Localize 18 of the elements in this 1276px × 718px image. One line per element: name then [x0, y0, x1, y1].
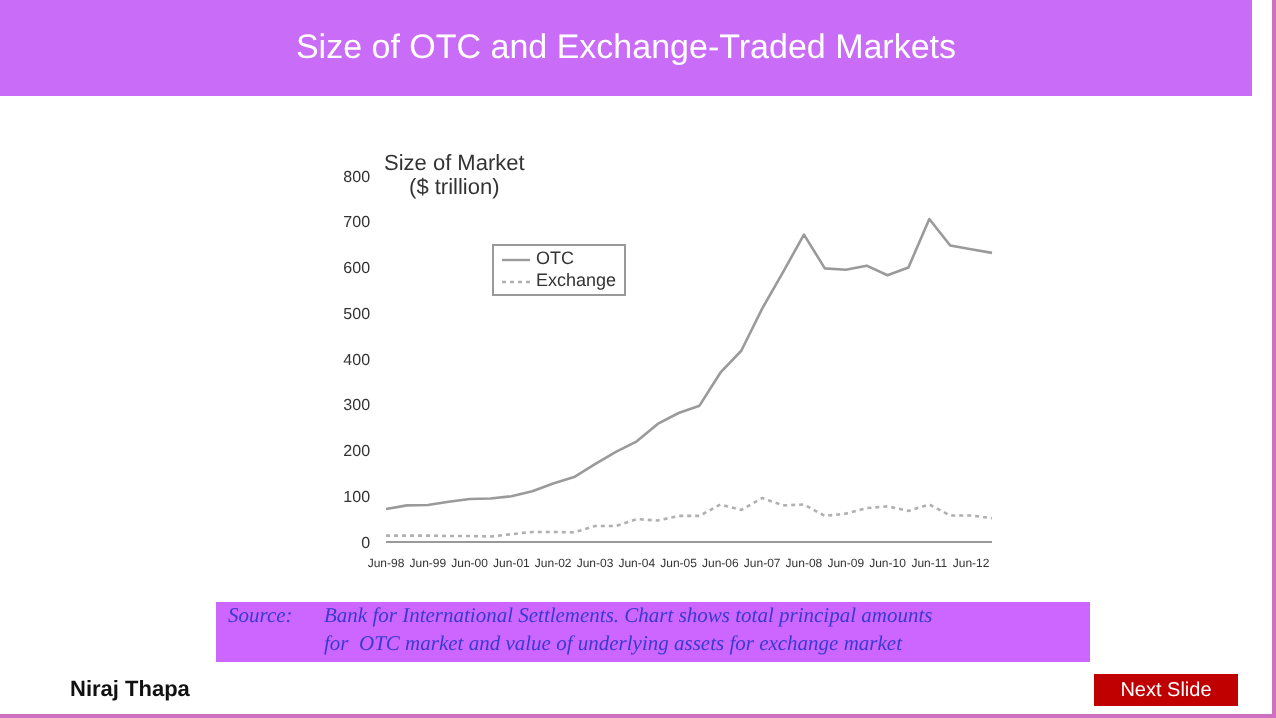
y-tick-label: 300: [343, 396, 372, 415]
legend-label: OTC: [536, 248, 574, 270]
next-button: Next Slide: [1094, 674, 1238, 706]
y-tick-label: 700: [343, 213, 372, 232]
text: Source: Bank for International Settlements. Chart shows total principal amounts for OTC market and value of underlying assets for exchange market: [228, 606, 933, 656]
y-tick-label: 0: [361, 533, 372, 552]
y-tick-label: 100: [343, 487, 372, 506]
legend-label: Exchange: [536, 270, 617, 292]
y-axis-title: Size of Market ($ trillion): [384, 152, 525, 200]
line-series: [384, 496, 994, 538]
line-series: [384, 217, 994, 511]
y-tick-label: 400: [343, 350, 372, 369]
y-tick-label: 800: [343, 167, 372, 186]
y-tick-label: 200: [343, 442, 372, 461]
chart-title: Size of OTC and Exchange-Traded Markets: [0, 0, 1252, 96]
y-tick-label: 500: [343, 304, 372, 323]
text: Niraj Thapa: [70, 678, 190, 702]
y-tick-label: 600: [343, 259, 372, 278]
